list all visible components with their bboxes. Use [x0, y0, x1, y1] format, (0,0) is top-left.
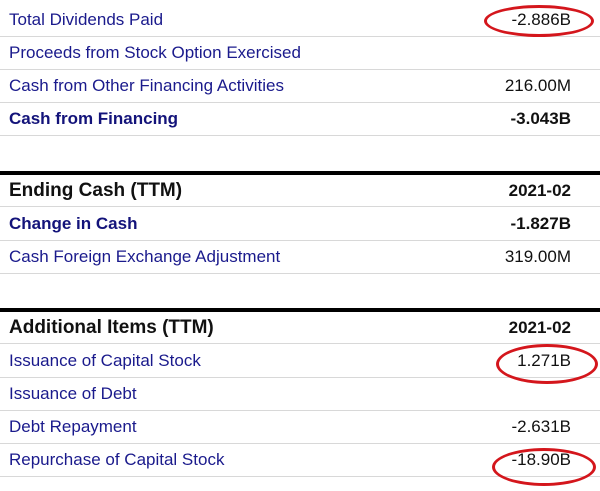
row-value: -3.043B	[510, 109, 571, 128]
issuance-capital-stock-row: Issuance of Capital Stock 1.271B	[0, 345, 600, 378]
row-label[interactable]: Change in Cash	[9, 214, 138, 233]
repurchase-capital-stock-row: Repurchase of Capital Stock -18.90B	[0, 444, 600, 477]
row-value: 216.00M	[504, 76, 571, 95]
fx-adjustment-row: Cash Foreign Exchange Adjustment 319.00M	[0, 241, 600, 274]
section-title: Ending Cash (TTM)	[9, 179, 183, 201]
row-label[interactable]: Issuance of Capital Stock	[9, 351, 201, 370]
additional-items-header: Additional Items (TTM) 2021-02	[0, 308, 600, 344]
other-financing-row: Cash from Other Financing Activities 216…	[0, 70, 600, 103]
row-label[interactable]: Repurchase of Capital Stock	[9, 450, 225, 469]
section-period: 2021-02	[508, 317, 571, 337]
row-value: 1.271B	[517, 351, 571, 370]
row-label[interactable]: Cash Foreign Exchange Adjustment	[9, 247, 281, 266]
row-label[interactable]: Proceeds from Stock Option Exercised	[9, 43, 301, 62]
row-label[interactable]: Issuance of Debt	[9, 384, 137, 403]
row-value: 319.00M	[504, 247, 571, 266]
proceeds-stock-option-row: Proceeds from Stock Option Exercised	[0, 37, 600, 70]
section-period: 2021-02	[508, 180, 571, 200]
ending-cash-header: Ending Cash (TTM) 2021-02	[0, 171, 600, 207]
cash-from-financing-row: Cash from Financing -3.043B	[0, 103, 600, 136]
row-value: -18.90B	[511, 450, 571, 469]
row-label[interactable]: Total Dividends Paid	[9, 10, 164, 29]
change-in-cash-row: Change in Cash -1.827B	[0, 208, 600, 241]
section-title: Additional Items (TTM)	[9, 316, 214, 338]
row-value: -2.631B	[511, 417, 571, 436]
row-value: -1.827B	[510, 214, 571, 233]
row-label[interactable]: Cash from Financing	[9, 109, 179, 128]
total-dividends-paid-row: Total Dividends Paid -2.886B	[0, 4, 600, 37]
row-label[interactable]: Debt Repayment	[9, 417, 137, 436]
debt-repayment-row: Debt Repayment -2.631B	[0, 411, 600, 444]
issuance-debt-row: Issuance of Debt	[0, 378, 600, 411]
row-label[interactable]: Cash from Other Financing Activities	[9, 76, 284, 95]
row-value: -2.886B	[511, 10, 571, 29]
